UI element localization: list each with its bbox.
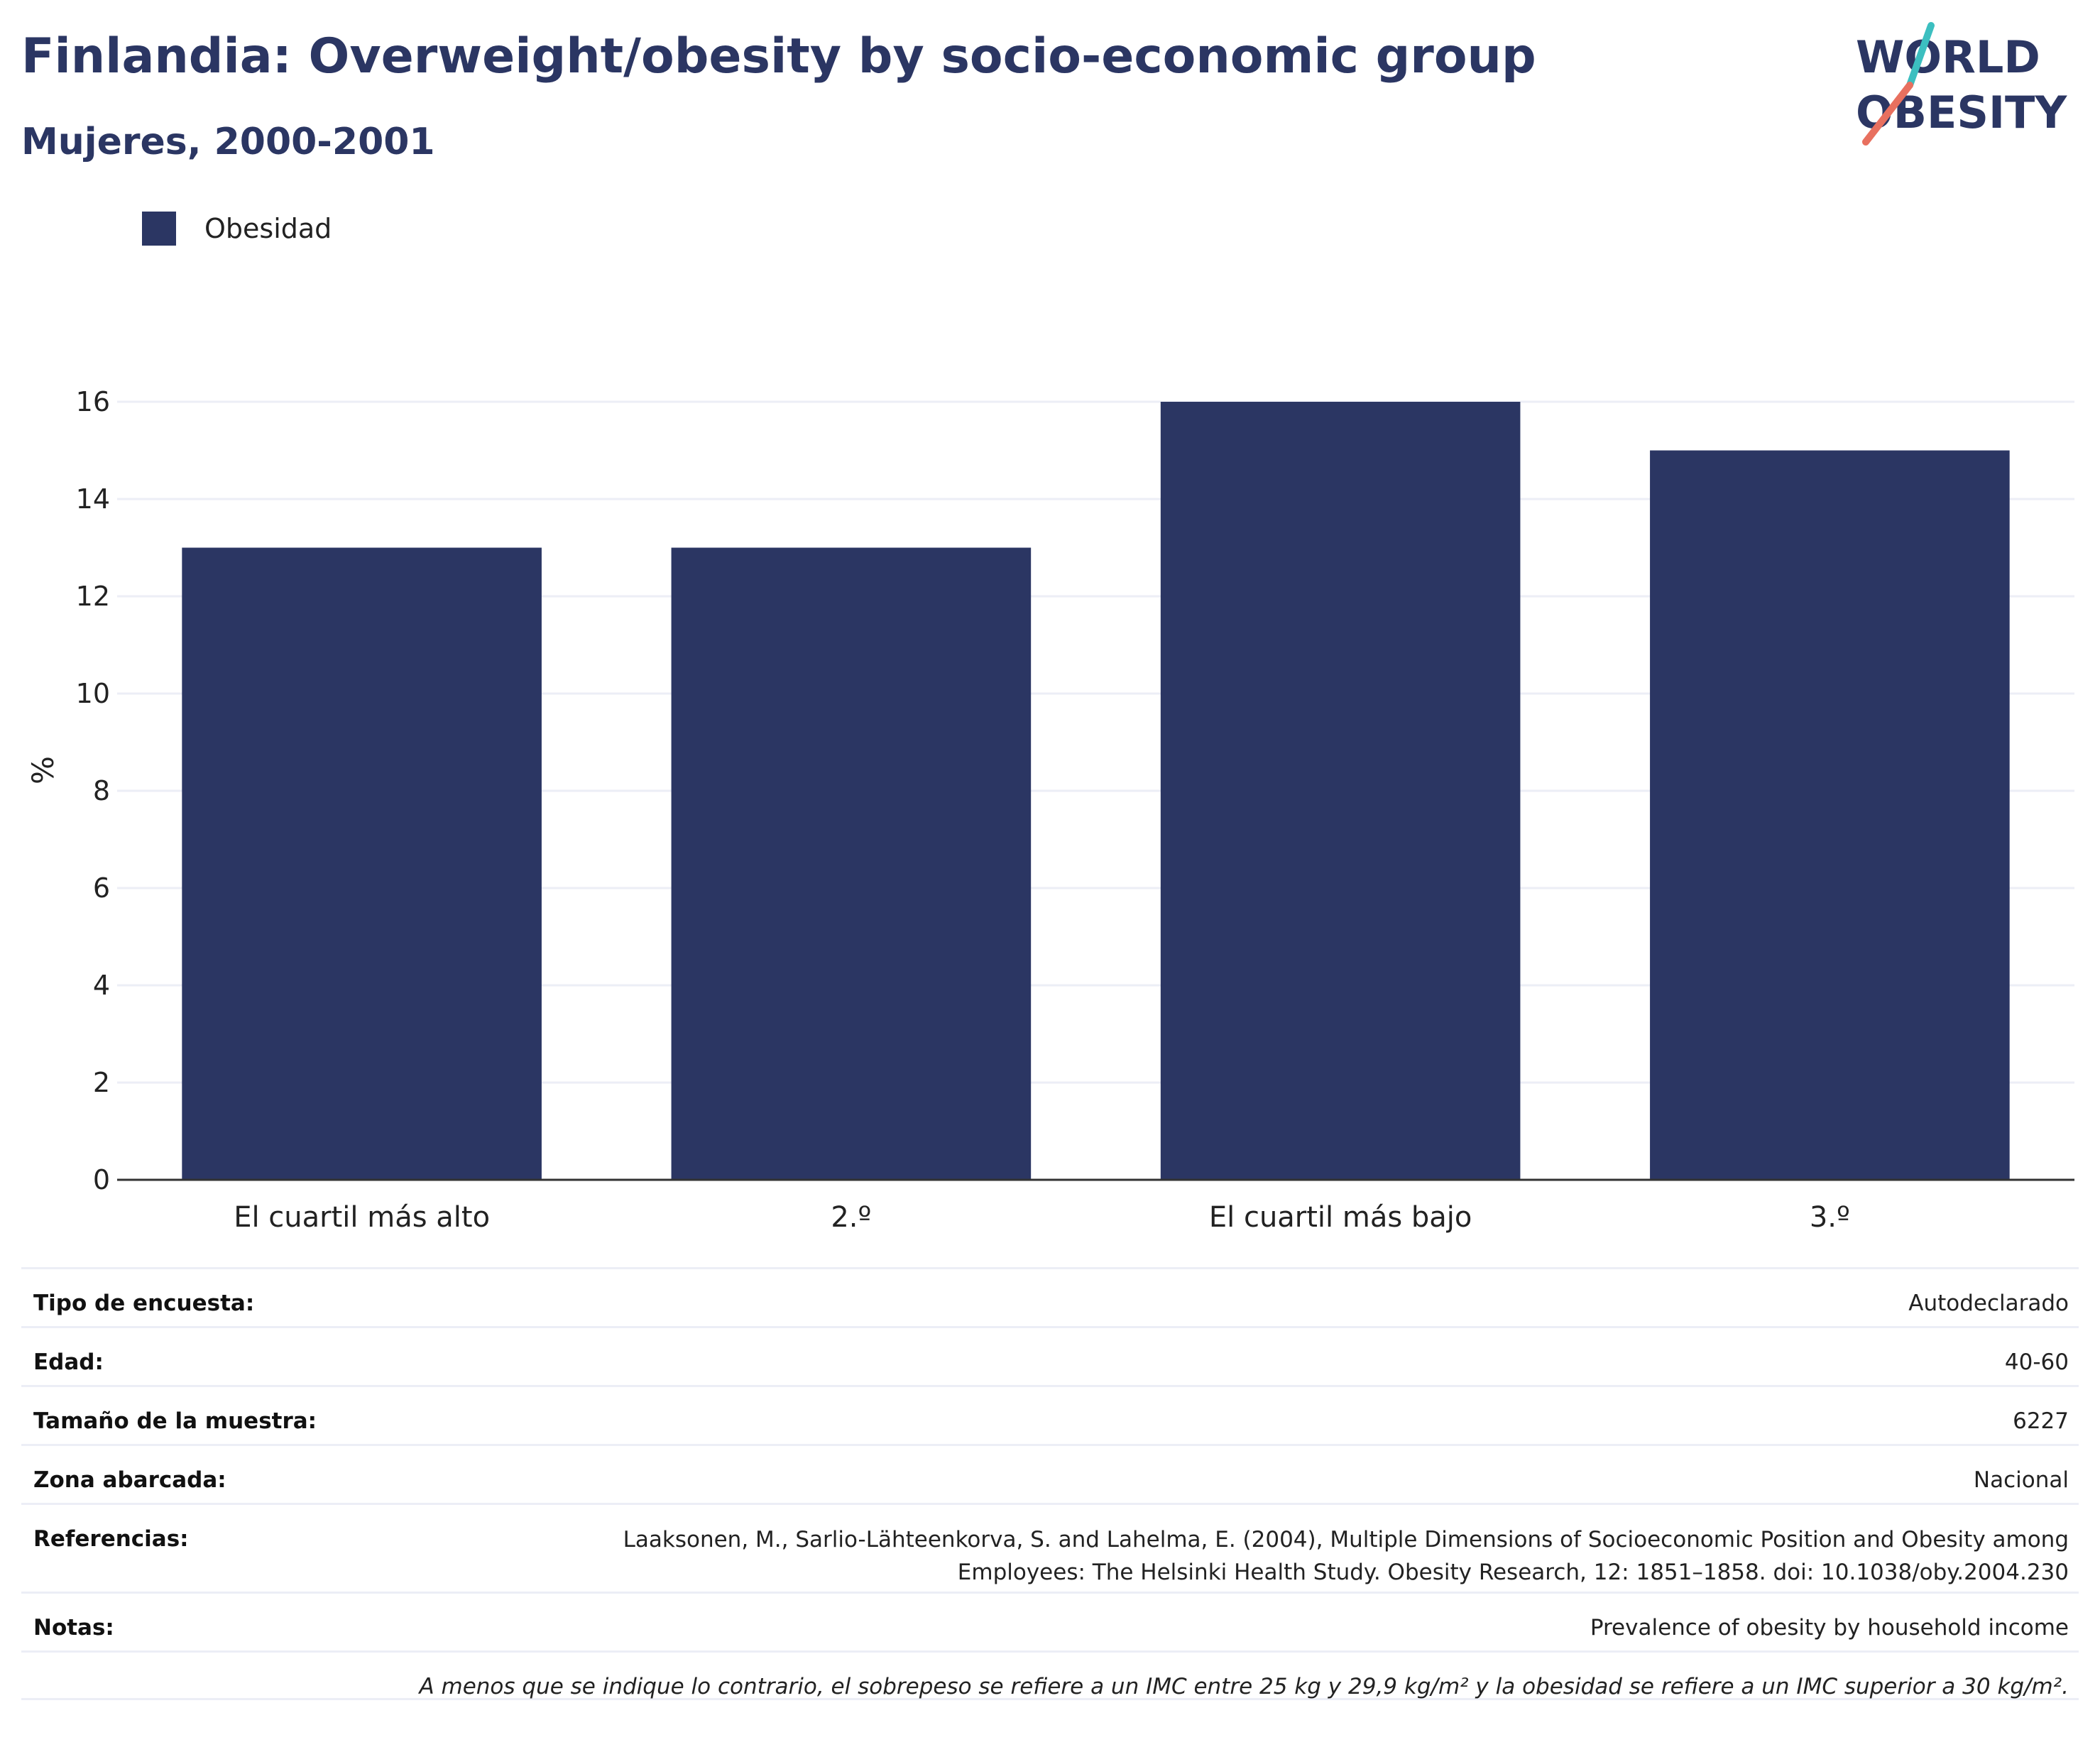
legend[interactable]: Obesidad <box>142 212 332 246</box>
legend-label-obesidad: Obesidad <box>204 213 332 244</box>
logo-slash-teal <box>1906 22 1935 89</box>
bar <box>671 547 1032 1180</box>
info-value: 6227 <box>2013 1408 2069 1434</box>
x-tick-label: El cuartil más bajo <box>1209 1201 1472 1234</box>
logo-word-world: WORLD <box>1856 31 2040 83</box>
info-row-survey-type: Tipo de encuesta: Autodeclarado <box>21 1267 2079 1326</box>
y-tick-label: 8 <box>93 775 110 806</box>
bar-chart: 0 2 4 6 8 10 12 14 16 El cuartil más alto 2.º El cu… <box>26 386 2074 1234</box>
info-row-notes: Notas: Prevalence of obesity by househol… <box>21 1592 2079 1650</box>
info-value: 40-60 <box>2004 1349 2069 1375</box>
x-tick-label: 2.º <box>831 1201 871 1234</box>
info-row-sample-size: Tamaño de la muestra: 6227 <box>21 1385 2079 1444</box>
info-label: Zona abarcada: <box>33 1467 226 1493</box>
bar <box>1160 402 1521 1180</box>
y-tick-label: 2 <box>93 1067 110 1098</box>
reference-line-2: Employees: The Helsinki Health Study. Ob… <box>957 1560 2069 1585</box>
footnote: A menos que se indique lo contrario, el … <box>419 1674 2069 1699</box>
bar <box>1650 450 2010 1180</box>
info-table: Tipo de encuesta: Autodeclarado Edad: 40… <box>21 1267 2079 1700</box>
legend-swatch-obesidad <box>142 212 176 246</box>
info-value: Autodeclarado <box>1908 1291 2069 1316</box>
reference-line-1: Laaksonen, M., Sarlio-Lähteenkorva, S. a… <box>623 1527 2069 1552</box>
y-tick-label: 10 <box>76 678 110 709</box>
logo-slash-coral <box>1862 82 1913 146</box>
y-tick-label: 14 <box>76 483 110 515</box>
y-tick-label: 0 <box>93 1164 110 1195</box>
info-label: Tamaño de la muestra: <box>33 1408 317 1434</box>
world-obesity-logo: WORLD OBESITY <box>1856 22 2067 146</box>
info-value: Laaksonen, M., Sarlio-Lähteenkorva, S. a… <box>623 1523 2079 1589</box>
info-row-footnote: A menos que se indique lo contrario, el … <box>21 1650 2079 1700</box>
x-tick-label: El cuartil más alto <box>234 1201 490 1234</box>
y-tick-label: 16 <box>76 386 110 417</box>
y-tick-label: 6 <box>93 872 110 904</box>
info-label: Tipo de encuesta: <box>33 1291 255 1316</box>
info-label: Notas: <box>33 1615 114 1641</box>
info-value: Nacional <box>1973 1467 2069 1493</box>
info-row-area: Zona abarcada: Nacional <box>21 1444 2079 1503</box>
chart-subtitle: Mujeres, 2000-2001 <box>21 121 435 163</box>
bar <box>182 547 542 1180</box>
info-label: Edad: <box>33 1349 104 1375</box>
info-label: Referencias: <box>33 1526 189 1552</box>
x-tick-label: 3.º <box>1810 1201 1850 1234</box>
info-row-age: Edad: 40-60 <box>21 1326 2079 1385</box>
info-row-references: Referencias: Laaksonen, M., Sarlio-Lähte… <box>21 1503 2079 1592</box>
y-axis-label: % <box>26 756 60 784</box>
info-value: Prevalence of obesity by household incom… <box>1590 1615 2069 1641</box>
y-tick-label: 12 <box>76 581 110 612</box>
y-tick-label: 4 <box>93 970 110 1001</box>
chart-title: Finlandia: Overweight/obesity by socio-e… <box>21 28 1536 84</box>
